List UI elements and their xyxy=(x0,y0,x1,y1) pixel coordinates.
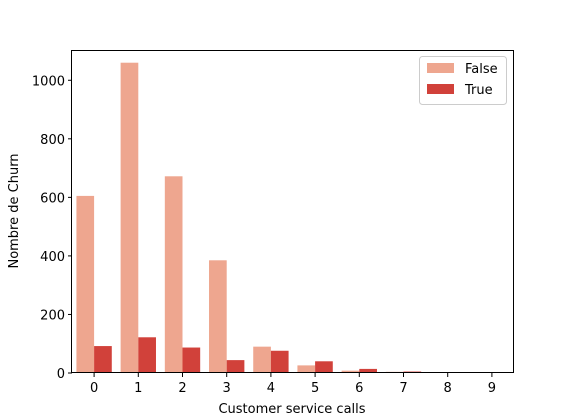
y-tick-label: 200 xyxy=(40,308,65,323)
bars xyxy=(76,63,509,373)
x-tick-label: 5 xyxy=(311,381,319,396)
y-axis-label: Nombre de Churn xyxy=(7,153,22,268)
legend-label-false: False xyxy=(465,62,498,77)
legend: False True xyxy=(420,57,507,105)
x-tick-label: 8 xyxy=(444,381,452,396)
y-tick-label: 1000 xyxy=(32,74,65,89)
legend-label-true: True xyxy=(464,83,493,98)
bar-true-1 xyxy=(138,337,156,373)
bar-false-2 xyxy=(165,176,183,373)
x-tick-label: 1 xyxy=(134,381,142,396)
x-tick-label: 4 xyxy=(267,381,275,396)
bar-false-0 xyxy=(76,196,94,373)
x-tick-label: 9 xyxy=(488,381,496,396)
y-axis: 0 200 400 600 800 1000 xyxy=(32,74,72,382)
bar-true-4 xyxy=(271,351,289,373)
y-tick-label: 800 xyxy=(40,133,65,148)
bar-true-0 xyxy=(94,346,112,373)
x-tick-label: 0 xyxy=(90,381,98,396)
bar-false-3 xyxy=(209,260,227,373)
x-axis-label: Customer service calls xyxy=(218,402,365,417)
bar-true-3 xyxy=(227,360,245,373)
x-tick-label: 6 xyxy=(355,381,363,396)
y-tick-label: 600 xyxy=(40,191,65,206)
x-axis: 0 1 2 3 4 5 6 7 8 9 xyxy=(90,373,496,396)
y-tick-label: 0 xyxy=(57,367,65,382)
x-tick-label: 7 xyxy=(399,381,407,396)
x-tick-label: 2 xyxy=(178,381,186,396)
bar-false-5 xyxy=(297,365,315,373)
x-tick-label: 3 xyxy=(223,381,231,396)
bar-true-5 xyxy=(315,361,333,373)
legend-swatch-true xyxy=(427,84,454,94)
y-tick-label: 400 xyxy=(40,250,65,265)
bar-true-2 xyxy=(183,348,201,373)
bar-false-1 xyxy=(121,63,139,373)
bar-false-4 xyxy=(253,347,271,373)
legend-swatch-false xyxy=(427,63,454,73)
